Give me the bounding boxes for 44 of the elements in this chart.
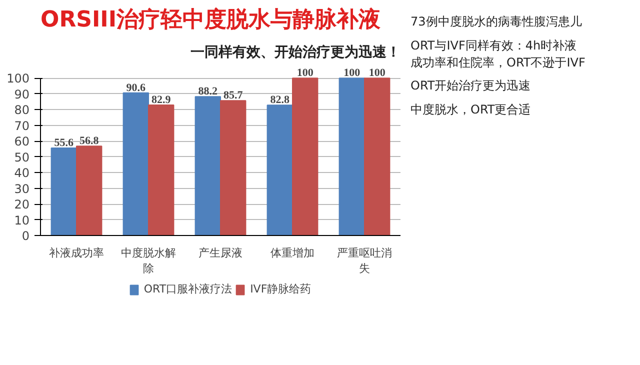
x-tick-label: 补液成功率 — [49, 246, 104, 260]
data-label: 100 — [296, 67, 314, 80]
bar — [292, 78, 318, 236]
x-tick-label: 中度脱水解除 — [121, 246, 176, 276]
y-tick-label: 40 — [14, 166, 30, 180]
bar — [364, 78, 390, 236]
data-label: 100 — [368, 67, 386, 80]
bar — [266, 104, 293, 236]
data-label: 82.9 — [151, 94, 172, 106]
x-tick-label: 产生尿液 — [198, 246, 242, 260]
y-tick-label: 20 — [14, 198, 30, 212]
text: 73例中度脱水的病毒性腹泻患儿 — [410, 14, 582, 28]
bar — [122, 92, 149, 236]
data-label: 56.8 — [79, 135, 100, 148]
y-tick-label: 0 — [22, 229, 30, 243]
chart-subtitle: 一同样有效、开始治疗更为迅速！ — [190, 44, 400, 60]
y-tick-label: 50 — [14, 150, 30, 164]
bar — [76, 146, 102, 236]
data-label: 82.8 — [270, 94, 290, 106]
y-tick-label: 10 — [14, 213, 30, 228]
y-tick-label: 30 — [14, 182, 30, 196]
bar — [194, 96, 221, 236]
data-label: 100 — [344, 67, 361, 80]
text: ORT与IVF同样有效：4h时补液成功率和住院率，ORT不逊于IVF — [410, 38, 586, 70]
y-tick-label: 80 — [14, 103, 30, 118]
data-label: 55.6 — [54, 136, 74, 149]
text: 中度脱水，ORT更合适 — [410, 102, 531, 116]
bar — [220, 100, 246, 236]
data-label: 85.7 — [223, 90, 244, 102]
text: ORT开始治疗更为迅速 — [410, 78, 531, 92]
legend-label: IVF静脉给药 — [250, 282, 312, 296]
legend-label: ORT口服补液疗法 — [144, 282, 232, 296]
y-tick-label: 90 — [14, 87, 30, 102]
bar — [148, 104, 174, 236]
chart-title: ORSIII治疗轻中度脱水与静脉补液 — [40, 6, 382, 32]
x-tick-label: 严重呕吐消失 — [337, 246, 392, 276]
data-label: 90.6 — [126, 82, 146, 94]
bar — [50, 147, 77, 236]
x-tick-label: 体重增加 — [270, 246, 314, 260]
bar — [338, 78, 365, 236]
data-label: 88.2 — [198, 86, 218, 98]
y-tick-label: 70 — [14, 118, 30, 133]
y-tick-label: 60 — [14, 134, 30, 149]
y-tick-label: 100 — [6, 72, 30, 86]
